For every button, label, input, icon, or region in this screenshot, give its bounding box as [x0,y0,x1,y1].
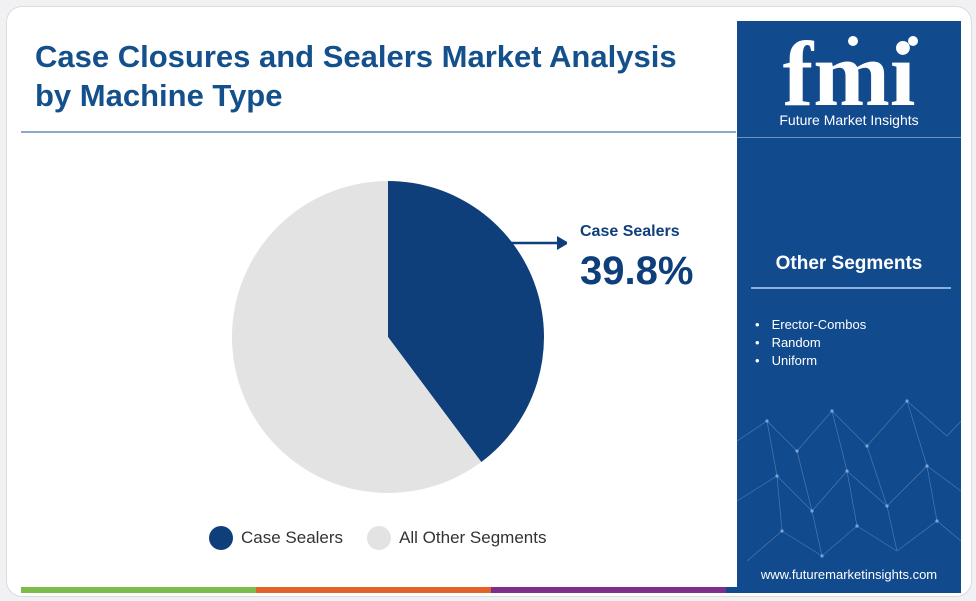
fmi-logo: fmi [783,27,918,113]
chart-legend: Case Sealers All Other Segments [209,525,546,551]
segment-item: Erector-Combos [755,316,867,334]
segment-item: Random [755,334,866,352]
pie-slice-case-sealers [388,181,544,463]
sidebar-divider [751,287,951,289]
legend-label-case-sealers: Case Sealers [241,528,344,547]
pie-slices [231,181,544,493]
other-segments-title: Other Segments [775,253,923,274]
legend-swatch-other-segments [367,526,392,550]
title-divider [21,131,736,133]
brand-name: Future Market Insights [779,112,919,128]
stripe-orange [256,587,491,593]
stripe-blue [726,587,961,593]
network-pattern [737,399,961,562]
legend-item-case-sealers: Case Sealers [209,526,343,550]
pie-chart [231,181,567,493]
legend-label-other-segments: All Other Segments [399,528,547,547]
chart-card: Case Closures and Sealers Market Analysi… [6,6,972,597]
legend-item-other-segments: All Other Segments [367,526,546,550]
logo-figure-icon [848,36,858,46]
brand-sidebar: fmi Future Market Insights Other Segment… [737,21,961,587]
callout-value: 39.8% [580,249,694,293]
pie-slice-all-other-segments [231,181,482,493]
chart-title: Case Closures and Sealers Market Analysi… [35,39,677,113]
callout-label: Case Sealers [580,223,680,240]
segment-item: Uniform [755,352,866,370]
sidebar-divider-top [737,137,961,138]
other-segments-list: Erector-Combos Random Uniform [755,316,867,370]
legend-swatch-case-sealers [209,526,233,550]
logo-trophy-icon [908,36,918,46]
bottom-color-stripe [21,587,961,593]
website-link[interactable]: www.futuremarketinsights.com [760,567,938,582]
stripe-purple [491,587,726,593]
stripe-green [21,587,256,593]
callout-arrow-head [557,236,567,250]
